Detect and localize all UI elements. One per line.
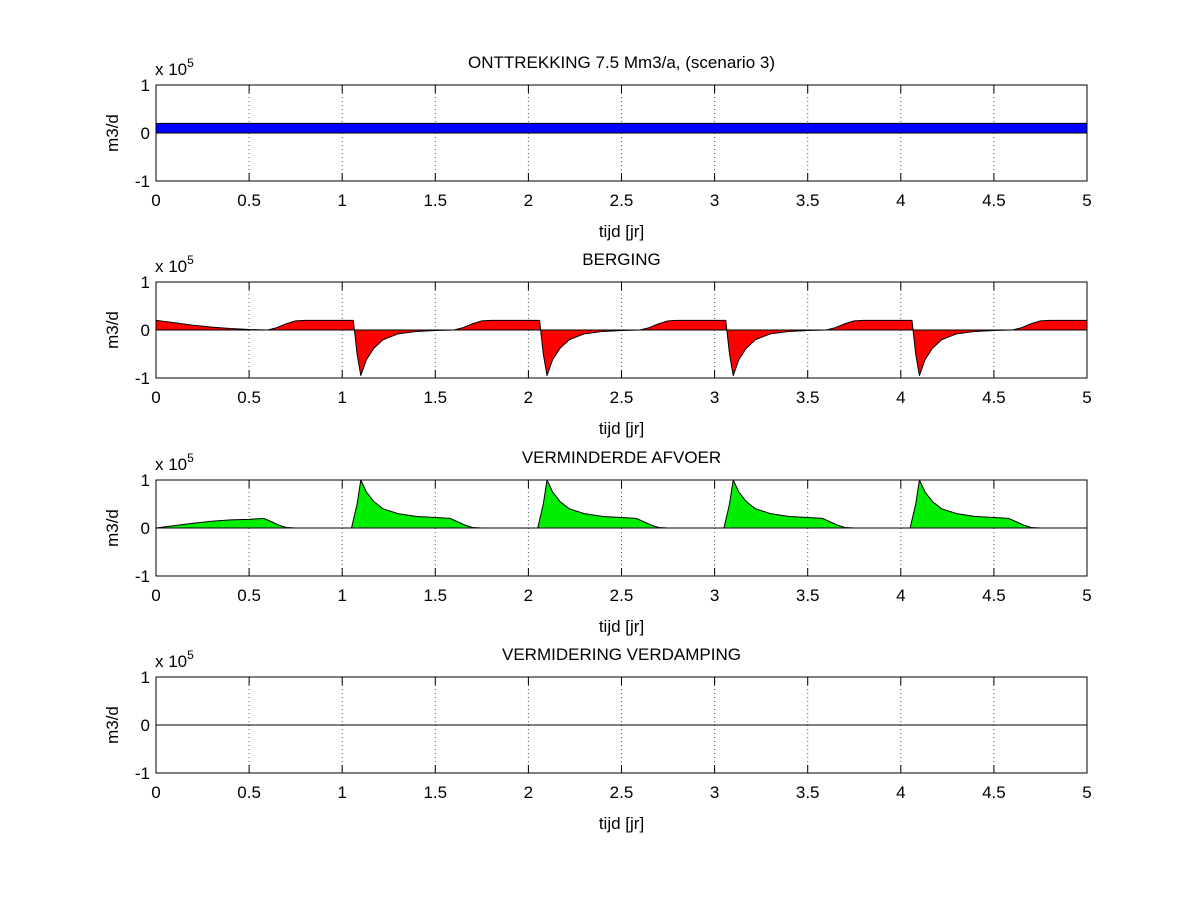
x-axis-label: tijd [jr] (599, 814, 644, 833)
x-tick-label: 4.5 (982, 388, 1006, 407)
y-tick-label: 0 (141, 124, 150, 143)
x-tick-label: 2 (524, 191, 533, 210)
y-axis-label: m3/d (103, 114, 122, 152)
y-axis-label: m3/d (103, 509, 122, 547)
x-tick-label: 0.5 (237, 388, 261, 407)
y-tick-label: -1 (135, 172, 150, 191)
x-tick-label: 4 (896, 191, 905, 210)
x-tick-label: 4 (896, 783, 905, 802)
x-axis-label: tijd [jr] (599, 222, 644, 241)
x-tick-label: 1.5 (423, 191, 447, 210)
x-tick-label: 0 (151, 783, 160, 802)
y-axis-label: m3/d (103, 706, 122, 744)
x-tick-label: 5 (1082, 191, 1091, 210)
x-tick-label: 2 (524, 586, 533, 605)
subplot-title: VERMINDERDE AFVOER (522, 448, 721, 467)
x-tick-label: 3 (710, 783, 719, 802)
x-tick-label: 2.5 (610, 388, 634, 407)
y-tick-label: 0 (141, 321, 150, 340)
y-axis-label: m3/d (103, 311, 122, 349)
x-tick-label: 3.5 (796, 783, 820, 802)
x-tick-label: 2.5 (610, 586, 634, 605)
x-tick-label: 5 (1082, 586, 1091, 605)
x-tick-label: 2.5 (610, 783, 634, 802)
y-tick-label: 1 (141, 76, 150, 95)
x-tick-label: 2 (524, 783, 533, 802)
x-tick-label: 4.5 (982, 783, 1006, 802)
y-tick-label: 0 (141, 716, 150, 735)
x-tick-label: 2.5 (610, 191, 634, 210)
y-tick-label: 1 (141, 471, 150, 490)
x-tick-label: 0.5 (237, 783, 261, 802)
x-tick-label: 0.5 (237, 191, 261, 210)
x-axis-label: tijd [jr] (599, 419, 644, 438)
x-tick-label: 3 (710, 191, 719, 210)
series-area-1 (155, 122, 1088, 134)
y-tick-label: -1 (135, 369, 150, 388)
y-tick-label: 1 (141, 273, 150, 292)
y-multiplier: x 105 (155, 56, 194, 79)
x-tick-label: 1 (337, 586, 346, 605)
x-tick-label: 3 (710, 388, 719, 407)
x-tick-label: 4 (896, 388, 905, 407)
y-tick-label: 0 (141, 519, 150, 538)
y-multiplier: x 105 (155, 253, 194, 276)
subplot-title: ONTTREKKING 7.5 Mm3/a, (scenario 3) (468, 53, 775, 72)
x-axis-label: tijd [jr] (599, 617, 644, 636)
x-tick-label: 3.5 (796, 586, 820, 605)
x-tick-label: 1.5 (423, 783, 447, 802)
x-tick-label: 1.5 (423, 586, 447, 605)
x-tick-label: 0.5 (237, 586, 261, 605)
x-tick-label: 0 (151, 388, 160, 407)
x-tick-label: 5 (1082, 388, 1091, 407)
x-tick-label: 3 (710, 586, 719, 605)
x-tick-label: 5 (1082, 783, 1091, 802)
x-tick-label: 3.5 (796, 191, 820, 210)
subplot-title: BERGING (582, 250, 660, 269)
subplot-title: VERMIDERING VERDAMPING (502, 645, 741, 664)
y-tick-label: -1 (135, 764, 150, 783)
y-tick-label: 1 (141, 668, 150, 687)
x-tick-label: 4 (896, 586, 905, 605)
x-tick-label: 1.5 (423, 388, 447, 407)
x-tick-label: 0 (151, 191, 160, 210)
x-tick-label: 1 (337, 388, 346, 407)
series-area-1 (155, 479, 1088, 529)
x-tick-label: 1 (337, 191, 346, 210)
y-multiplier: x 105 (155, 451, 194, 474)
x-tick-label: 2 (524, 388, 533, 407)
x-tick-label: 0 (151, 586, 160, 605)
y-multiplier: x 105 (155, 648, 194, 671)
x-tick-label: 4.5 (982, 586, 1006, 605)
x-tick-label: 1 (337, 783, 346, 802)
series-area-1 (155, 319, 1088, 377)
x-tick-label: 3.5 (796, 388, 820, 407)
x-tick-label: 4.5 (982, 191, 1006, 210)
y-tick-label: -1 (135, 567, 150, 586)
